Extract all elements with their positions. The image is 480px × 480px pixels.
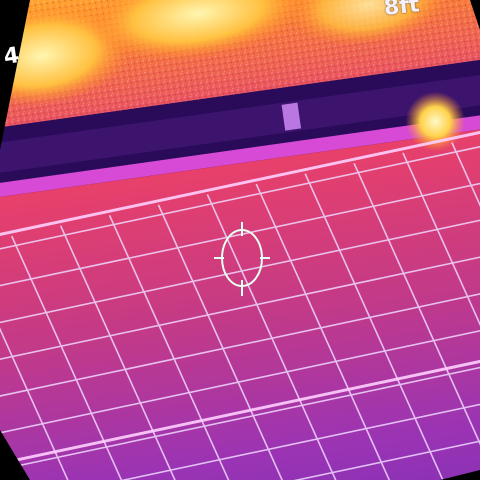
crosshair-reticle-icon (214, 222, 270, 296)
corner-marker-text: 4 (2, 43, 21, 70)
top-readout-text: 8ft (382, 0, 421, 21)
